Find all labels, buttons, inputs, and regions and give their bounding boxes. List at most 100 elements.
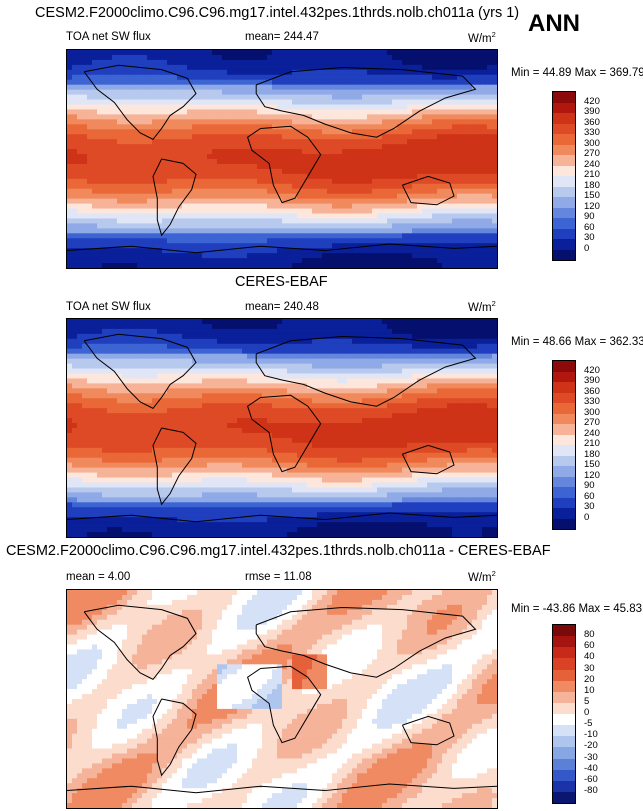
map-cell xyxy=(327,74,333,81)
map-cell xyxy=(417,208,423,215)
map-cell xyxy=(232,159,238,165)
map-cell xyxy=(152,173,158,180)
map-cell xyxy=(302,89,308,96)
map-cell xyxy=(192,109,198,116)
map-cell xyxy=(227,378,233,385)
map-cell xyxy=(347,238,353,244)
map-cell xyxy=(312,378,318,385)
map-cell xyxy=(252,50,258,56)
map-cell xyxy=(392,149,398,155)
map-cell xyxy=(127,353,133,360)
map-cell xyxy=(67,104,73,111)
map-cell xyxy=(367,328,373,335)
map-cell xyxy=(67,168,73,175)
map-cell xyxy=(152,89,158,96)
map-cell xyxy=(437,74,443,81)
map-cell xyxy=(477,99,483,106)
map-cell xyxy=(167,144,173,150)
map-cell xyxy=(137,188,143,195)
map-cell xyxy=(337,139,343,145)
map-cell xyxy=(252,69,258,76)
map-cell xyxy=(107,50,113,56)
map-cell xyxy=(142,363,148,370)
map-cell xyxy=(307,144,313,150)
map-cell xyxy=(312,358,318,365)
map-cell xyxy=(242,64,248,71)
map-cell xyxy=(437,228,443,234)
map-cell xyxy=(117,263,123,268)
map-cell xyxy=(232,263,238,268)
map-cell xyxy=(397,54,403,61)
map-cell xyxy=(127,323,133,330)
map-cell xyxy=(472,173,478,180)
map-cell xyxy=(372,119,378,125)
map-cell xyxy=(267,168,273,175)
map-cell xyxy=(422,183,428,190)
map-cell xyxy=(197,358,203,365)
map-cell xyxy=(267,233,273,239)
map-cell xyxy=(152,358,158,365)
map-cell xyxy=(162,353,168,360)
map-cell xyxy=(352,248,358,254)
map-cell xyxy=(127,173,133,180)
map-cell xyxy=(162,89,168,96)
map-cell xyxy=(102,124,108,130)
map-cell xyxy=(87,328,93,335)
map-cell xyxy=(307,238,313,244)
map-cell xyxy=(332,69,338,76)
map-cell xyxy=(177,54,183,61)
map-cell xyxy=(292,208,298,215)
map-cell xyxy=(142,163,148,170)
map-cell xyxy=(232,378,238,385)
panel1-colorbar xyxy=(552,91,576,261)
map-cell xyxy=(172,203,178,210)
map-cell xyxy=(467,253,473,259)
map-cell xyxy=(312,193,318,200)
map-cell xyxy=(107,213,113,220)
map-cell xyxy=(87,119,93,125)
map-cell xyxy=(192,54,198,61)
map-cell xyxy=(117,233,123,239)
map-cell xyxy=(412,50,418,56)
map-cell xyxy=(212,178,218,185)
map-cell xyxy=(257,94,263,101)
map-cell xyxy=(167,154,173,160)
map-cell xyxy=(482,64,488,71)
map-cell xyxy=(122,338,128,345)
map-cell xyxy=(137,223,143,229)
map-cell xyxy=(262,59,268,66)
map-cell xyxy=(437,129,443,135)
map-cell xyxy=(262,198,268,205)
map-cell xyxy=(427,124,433,130)
map-cell xyxy=(162,358,168,365)
map-cell xyxy=(402,203,408,210)
map-cell xyxy=(252,218,258,225)
map-cell xyxy=(452,253,458,259)
map-cell xyxy=(467,358,473,365)
map-cell xyxy=(322,64,328,71)
map-cell xyxy=(117,64,123,71)
map-cell xyxy=(362,64,368,71)
map-cell xyxy=(162,119,168,125)
map-cell xyxy=(402,368,408,375)
map-cell xyxy=(332,50,338,56)
map-cell xyxy=(327,154,333,160)
map-cell xyxy=(267,109,273,116)
map-cell xyxy=(117,228,123,234)
map-cell xyxy=(367,218,373,225)
colorbar-swatch xyxy=(553,239,575,250)
map-cell xyxy=(492,203,497,210)
map-cell xyxy=(327,173,333,180)
map-cell xyxy=(272,94,278,101)
map-cell xyxy=(112,54,118,61)
map-cell xyxy=(132,54,138,61)
map-cell xyxy=(222,124,228,130)
map-cell xyxy=(132,323,138,330)
map-cell xyxy=(87,144,93,150)
map-cell xyxy=(347,193,353,200)
map-cell xyxy=(217,258,223,264)
map-cell xyxy=(307,124,313,130)
map-cell xyxy=(392,228,398,234)
map-cell xyxy=(432,144,438,150)
map-cell xyxy=(327,178,333,185)
